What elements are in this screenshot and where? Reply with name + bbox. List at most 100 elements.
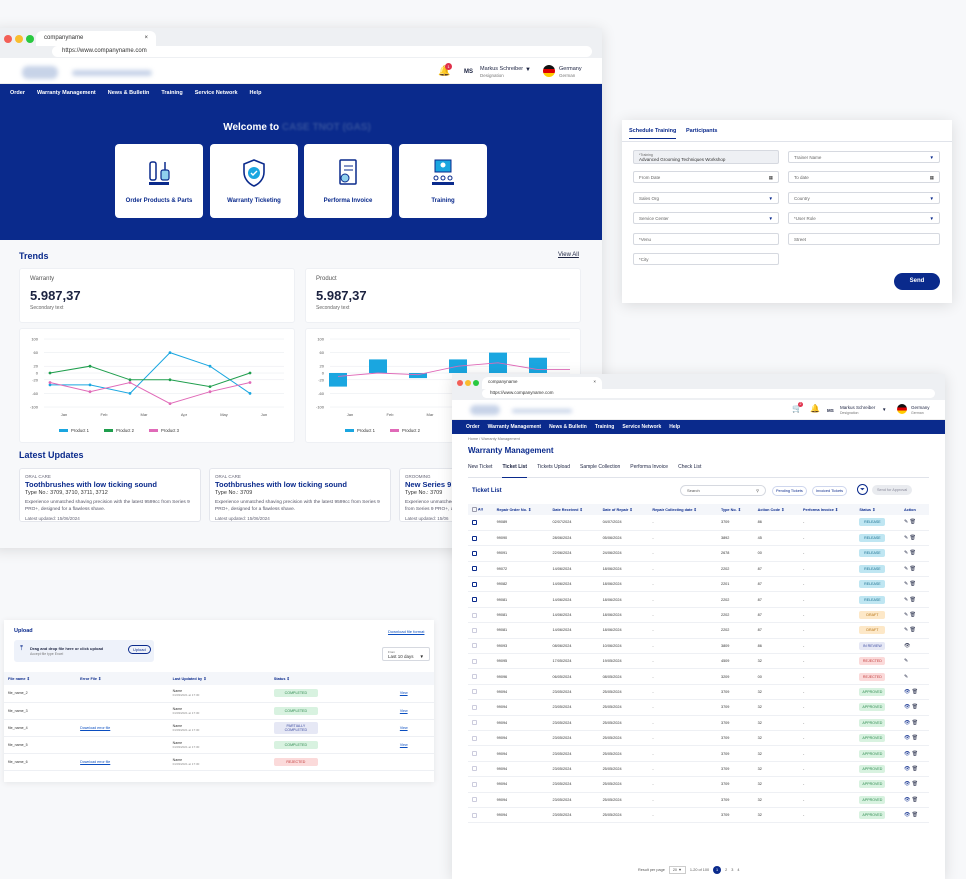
- table-row[interactable]: 99090 28/06/2024 05/06/2024 - 3892 45 - …: [468, 530, 929, 547]
- cart-icon[interactable]: 🛒: [792, 404, 802, 413]
- chevron-down-icon[interactable]: ▼: [525, 67, 531, 73]
- delete-icon[interactable]: 🗑: [909, 627, 916, 634]
- edit-icon[interactable]: ✎: [903, 627, 909, 634]
- url-bar[interactable]: https://www.companyname.com: [482, 389, 935, 398]
- chevron-down-icon[interactable]: ▼: [882, 407, 887, 412]
- tab-sample-collection[interactable]: Sample Collection: [579, 464, 621, 470]
- nav-warranty[interactable]: Warranty Management: [487, 424, 542, 430]
- col-error-file[interactable]: Error File ⇕: [76, 672, 169, 685]
- user-role-select[interactable]: *User Role ▼: [788, 212, 940, 224]
- view-link[interactable]: View: [399, 742, 408, 747]
- tab-new-ticket[interactable]: New Ticket: [468, 464, 493, 470]
- col-repair-order[interactable]: Repair Order No. ⇕: [492, 504, 549, 515]
- nav-service-network[interactable]: Service Network: [194, 90, 238, 96]
- row-checkbox[interactable]: [472, 797, 477, 803]
- page-2[interactable]: 2: [725, 868, 728, 872]
- row-checkbox[interactable]: [472, 781, 477, 787]
- view-icon[interactable]: 👁: [903, 750, 911, 757]
- view-link[interactable]: View: [399, 691, 408, 696]
- view-icon[interactable]: 👁: [903, 704, 911, 711]
- view-icon[interactable]: 👁: [903, 642, 911, 649]
- delete-icon[interactable]: 🗑: [911, 796, 919, 803]
- invoiced-tickets-button[interactable]: Invoiced Tickets: [812, 486, 848, 496]
- edit-icon[interactable]: ✎: [903, 535, 909, 542]
- view-icon[interactable]: 👁: [903, 765, 911, 772]
- to-date-field[interactable]: To date ▦: [788, 171, 940, 183]
- table-row[interactable]: 99072 14/06/2024 18/06/2024 - 2202 87 - …: [468, 561, 929, 578]
- delete-icon[interactable]: 🗑: [911, 812, 919, 819]
- filter-icon[interactable]: ⏷: [857, 484, 868, 495]
- card-warranty-ticketing[interactable]: Warranty Ticketing: [210, 144, 298, 218]
- col-last-updated[interactable]: Last Updated by ⇕: [168, 672, 270, 685]
- page-1[interactable]: 1: [713, 866, 722, 874]
- delete-icon[interactable]: 🗑: [909, 535, 916, 542]
- germany-flag-icon[interactable]: [897, 404, 907, 414]
- service-center-select[interactable]: Service Center ▼: [633, 212, 779, 224]
- delete-icon[interactable]: 🗑: [909, 596, 916, 603]
- send-button[interactable]: Send: [894, 273, 940, 290]
- delete-icon[interactable]: 🗑: [909, 612, 916, 619]
- delete-icon[interactable]: 🗑: [911, 750, 919, 757]
- page-4[interactable]: 4: [737, 868, 740, 872]
- table-row[interactable]: 99095 17/05/2024 19/05/2024 - 4509 32 - …: [468, 653, 929, 670]
- delete-icon[interactable]: 🗑: [911, 719, 919, 726]
- tab-check-list[interactable]: Check List: [678, 464, 702, 470]
- edit-icon[interactable]: ✎: [903, 550, 909, 557]
- row-checkbox[interactable]: [472, 812, 477, 818]
- table-row[interactable]: 99089 02/07/2024 04/07/2024 - 3709 86 - …: [468, 515, 929, 531]
- col-action-code[interactable]: Action Code ⇕: [753, 504, 799, 515]
- row-checkbox[interactable]: [472, 535, 477, 541]
- table-row[interactable]: 99094 23/05/2024 25/05/2024 - 3709 32 - …: [468, 745, 929, 762]
- view-all-link[interactable]: View All: [558, 252, 579, 258]
- nav-service-network[interactable]: Service Network: [622, 424, 662, 430]
- row-checkbox[interactable]: [472, 643, 477, 649]
- table-row[interactable]: 99082 14/06/2024 18/06/2024 - 2201 87 - …: [468, 576, 929, 593]
- row-checkbox[interactable]: [472, 550, 477, 556]
- avatar[interactable]: MS: [464, 69, 473, 75]
- nav-warranty[interactable]: Warranty Management: [36, 90, 96, 96]
- row-checkbox[interactable]: [472, 519, 477, 525]
- delete-icon[interactable]: 🗑: [909, 550, 916, 557]
- table-row[interactable]: 99081 14/06/2024 18/06/2024 - 2202 87 - …: [468, 622, 929, 639]
- training-select[interactable]: *Training Advanced Grooming Techniques W…: [633, 150, 779, 164]
- edit-icon[interactable]: ✎: [903, 596, 909, 603]
- nav-help[interactable]: Help: [249, 90, 262, 96]
- view-link[interactable]: View: [399, 708, 408, 713]
- venue-input[interactable]: *Venu: [633, 233, 779, 245]
- row-checkbox[interactable]: [472, 735, 477, 741]
- update-card[interactable]: ORAL CARE Toothbrushes with low ticking …: [19, 468, 201, 522]
- table-row[interactable]: 99094 23/05/2024 25/05/2024 - 3709 32 - …: [468, 761, 929, 778]
- street-input[interactable]: Street: [788, 233, 940, 245]
- table-row[interactable]: 99093 08/06/2024 10/06/2024 - 3809 86 - …: [468, 638, 929, 655]
- table-row[interactable]: 99094 23/05/2024 25/05/2024 - 3709 32 - …: [468, 776, 929, 793]
- tab-schedule-training[interactable]: Schedule Training: [629, 128, 677, 139]
- germany-flag-icon[interactable]: [543, 65, 555, 77]
- col-type-no[interactable]: Type No. ⇕: [716, 504, 754, 515]
- table-row[interactable]: 99096 06/05/2024 08/05/2024 - 3209 00 - …: [468, 668, 929, 685]
- col-date-received[interactable]: Date Received ⇕: [548, 504, 599, 515]
- delete-icon[interactable]: 🗑: [909, 565, 916, 572]
- card-performa-invoice[interactable]: Performa Invoice: [304, 144, 392, 218]
- country-select[interactable]: Country ▼: [788, 192, 940, 204]
- tab-participants[interactable]: Participants: [686, 128, 718, 134]
- nav-news[interactable]: News & Bulletin: [107, 90, 150, 96]
- row-checkbox[interactable]: [472, 751, 477, 757]
- search-input[interactable]: Search ⚲: [680, 485, 766, 496]
- table-row[interactable]: 99094 23/05/2024 25/05/2024 - 3709 32 - …: [468, 699, 929, 716]
- browser-tab[interactable]: companyname ×: [36, 31, 156, 46]
- row-checkbox[interactable]: [472, 689, 477, 695]
- row-checkbox[interactable]: [472, 704, 477, 710]
- edit-icon[interactable]: ✎: [903, 658, 909, 665]
- edit-icon[interactable]: ✎: [903, 673, 909, 680]
- url-bar[interactable]: https://www.companyname.com: [52, 46, 592, 57]
- col-select-all[interactable]: All: [468, 504, 493, 515]
- view-icon[interactable]: 👁: [903, 796, 911, 803]
- delete-icon[interactable]: 🗑: [911, 781, 919, 788]
- delete-icon[interactable]: 🗑: [909, 519, 916, 526]
- update-card[interactable]: ORAL CARE Toothbrushes with low ticking …: [209, 468, 391, 522]
- nav-order[interactable]: Order: [10, 90, 25, 96]
- table-row[interactable]: 99094 23/05/2024 25/05/2024 - 3709 32 - …: [468, 715, 929, 731]
- table-row[interactable]: 99094 23/05/2024 25/05/2024 - 3709 32 - …: [468, 807, 929, 824]
- row-checkbox[interactable]: [472, 766, 477, 772]
- view-icon[interactable]: 👁: [903, 735, 911, 742]
